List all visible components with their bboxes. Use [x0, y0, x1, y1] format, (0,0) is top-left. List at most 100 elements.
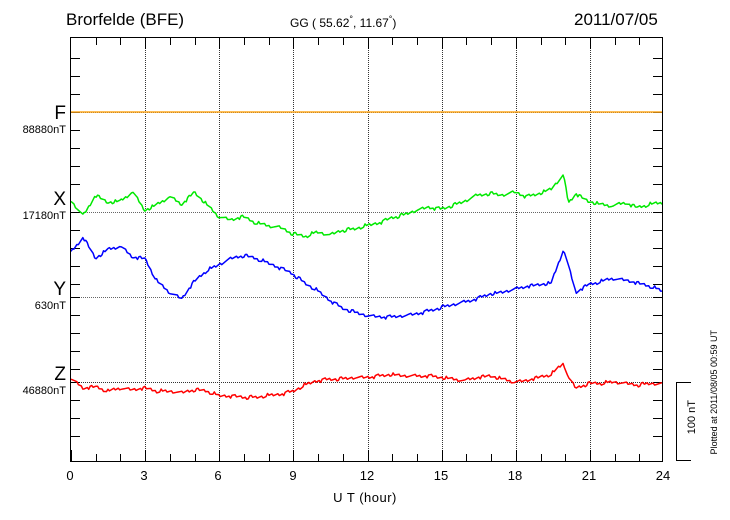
ytick-left: [71, 369, 80, 370]
xtick-bottom: [515, 450, 517, 461]
xtick-label-15: 15: [433, 468, 449, 483]
gridline-h3: [145, 38, 147, 461]
ytick-left: [71, 76, 80, 77]
gridline-h6: [219, 38, 221, 461]
xtick-top: [219, 38, 221, 49]
coords-prefix: GG (: [290, 16, 320, 30]
component-baseline-x: 17180nT: [22, 210, 66, 222]
latitude-value: 55.62: [319, 16, 350, 30]
xtick-top: [441, 38, 443, 49]
ytick-left: [71, 333, 80, 334]
xtick-bottom: [392, 454, 394, 461]
ytick-right: [653, 284, 662, 285]
component-label-z: Z 46880nT: [0, 365, 66, 398]
ytick-right: [653, 94, 662, 95]
component-symbol-y: Y: [53, 279, 66, 300]
station-title: Brorfelde (BFE): [66, 10, 185, 29]
xtick-top: [392, 38, 394, 45]
baseline-x: [71, 212, 662, 213]
xtick-bottom: [614, 454, 616, 461]
gridline-h12: [367, 38, 369, 461]
xtick-top: [367, 38, 369, 49]
xtick-top: [268, 38, 270, 45]
longitude-degree-symbol: °: [388, 14, 393, 24]
xtick-bottom: [540, 454, 542, 461]
xtick-bottom: [589, 450, 591, 461]
trace-z: [71, 362, 662, 400]
ytick-left: [71, 94, 80, 95]
xtick-bottom: [318, 454, 320, 461]
ytick-left: [71, 212, 80, 213]
trace-y: [71, 236, 662, 320]
xtick-label-12: 12: [359, 468, 375, 483]
ytick-left: [71, 297, 80, 298]
ytick-left: [71, 400, 80, 401]
latitude-degree-symbol: °: [349, 14, 353, 24]
xtick-top: [293, 38, 295, 49]
xtick-top: [169, 38, 171, 45]
longitude-value: 11.67: [359, 16, 389, 30]
scale-bar: [676, 382, 691, 461]
ytick-right: [653, 266, 662, 267]
xtick-top: [491, 38, 493, 45]
xtick-top: [244, 38, 245, 45]
xtick-bottom: [416, 454, 418, 461]
ytick-right: [653, 436, 662, 437]
ytick-left: [71, 315, 80, 316]
ytick-right: [653, 212, 662, 213]
gridline-h15: [441, 38, 443, 461]
geographic-coordinates: GG ( 55.62°, 11.67°): [290, 14, 396, 30]
xtick-top: [515, 38, 517, 49]
ytick-right: [653, 369, 662, 370]
component-label-y: Y 630nT: [0, 280, 66, 313]
coords-separator: ,: [352, 16, 360, 30]
xtick-bottom: [244, 454, 245, 461]
xtick-top: [639, 38, 641, 45]
plot-area: [70, 37, 664, 462]
ytick-left: [71, 436, 80, 437]
ytick-left: [71, 351, 80, 352]
x-axis-title: U T (hour): [0, 490, 730, 505]
xtick-top: [540, 38, 542, 45]
ytick-right: [653, 184, 662, 185]
xtick-label-3: 3: [140, 468, 148, 483]
ytick-right: [653, 76, 662, 77]
ytick-right: [653, 400, 662, 401]
ytick-right: [653, 382, 662, 383]
ytick-right: [653, 130, 662, 131]
xtick-label-0: 0: [66, 468, 74, 483]
ytick-left: [71, 266, 80, 267]
xtick-top: [565, 38, 567, 45]
xtick-bottom: [71, 450, 72, 461]
xtick-bottom: [120, 454, 122, 461]
plotted-at-stamp: Plotted at 2011/08/05 00:59 UT: [709, 330, 719, 455]
xtick-bottom: [639, 454, 641, 461]
baseline-z: [71, 382, 662, 383]
component-symbol-z: Z: [54, 364, 66, 385]
ytick-left: [71, 130, 80, 131]
xtick-top: [466, 38, 468, 45]
ytick-right: [653, 230, 662, 231]
xtick-bottom: [491, 454, 493, 461]
baseline-y: [71, 297, 662, 298]
xtick-bottom: [367, 450, 369, 461]
ytick-left: [71, 58, 80, 59]
xtick-bottom: [95, 454, 97, 461]
xtick-bottom: [194, 454, 196, 461]
trace-x: [71, 174, 662, 239]
observation-date: 2011/07/05: [574, 10, 658, 29]
ytick-left: [71, 248, 80, 249]
coords-suffix: ): [392, 16, 397, 30]
ytick-right: [653, 351, 662, 352]
component-baseline-z: 46880nT: [22, 385, 66, 397]
ytick-right: [653, 315, 662, 316]
ytick-right: [653, 333, 662, 334]
x-axis-title-text: U T (hour): [333, 490, 397, 505]
xtick-top: [194, 38, 196, 45]
gridline-h21: [589, 38, 591, 461]
xtick-label-9: 9: [289, 468, 297, 483]
ytick-right: [653, 166, 662, 167]
xtick-bottom: [145, 450, 147, 461]
ytick-right: [653, 418, 662, 419]
